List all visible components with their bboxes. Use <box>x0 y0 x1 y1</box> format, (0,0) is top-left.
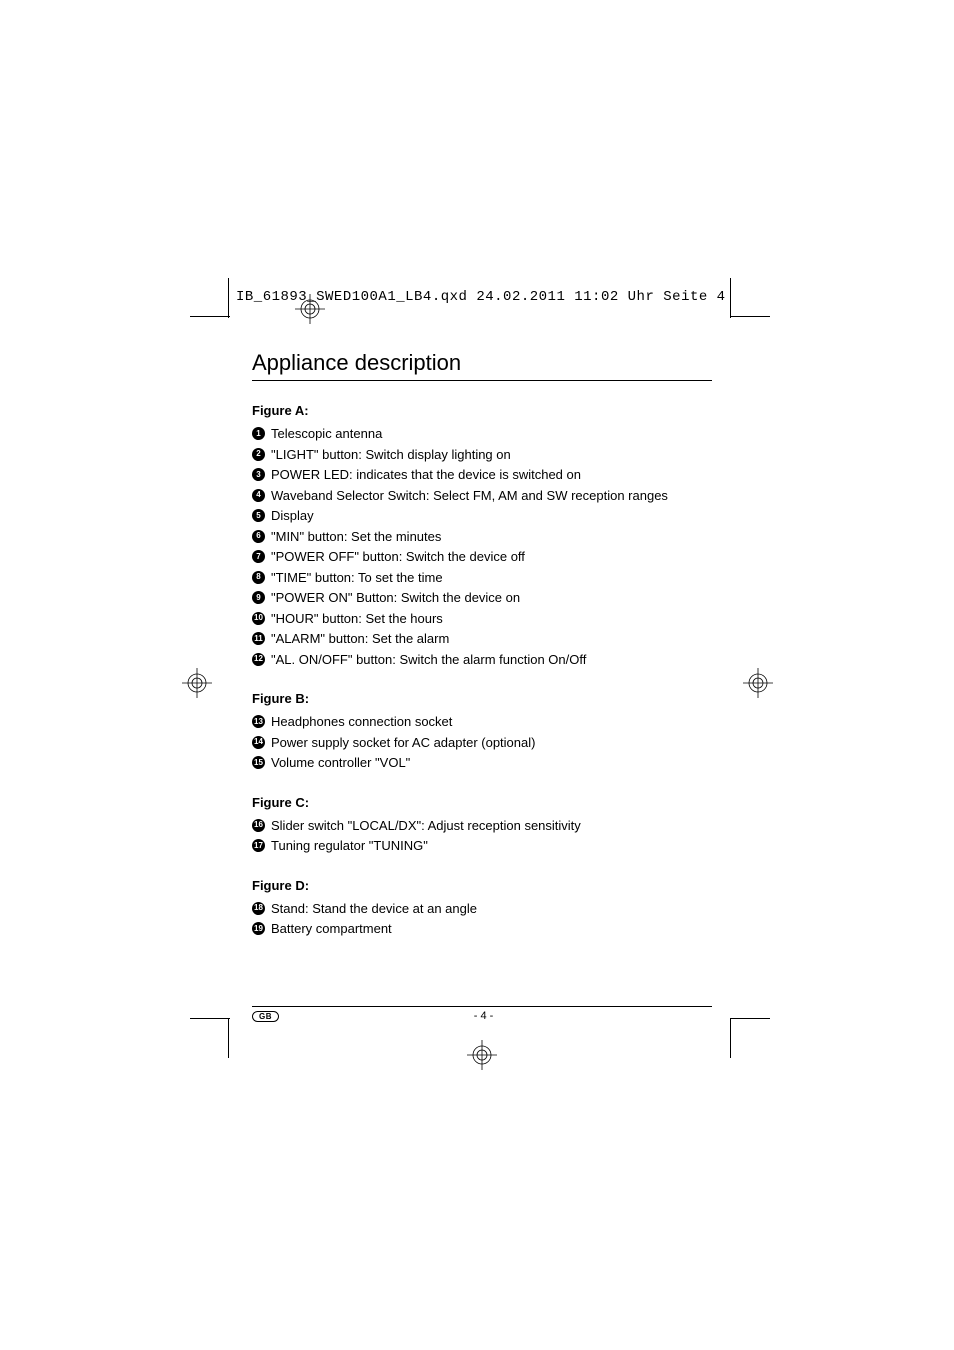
list-item-text: Slider switch "LOCAL/DX": Adjust recepti… <box>271 816 712 836</box>
crop-mark <box>228 278 229 318</box>
list-item-text: Display <box>271 506 712 526</box>
bullet-number-icon: 18 <box>252 902 265 915</box>
crop-mark <box>190 316 230 317</box>
list-item-text: Stand: Stand the device at an angle <box>271 899 712 919</box>
bullet-number-icon: 5 <box>252 509 265 522</box>
bullet-number-icon: 8 <box>252 571 265 584</box>
list-item-text: Power supply socket for AC adapter (opti… <box>271 733 712 753</box>
bullet-number-icon: 15 <box>252 756 265 769</box>
bullet-number-icon: 4 <box>252 489 265 502</box>
list-item: 8 "TIME" button: To set the time <box>252 568 712 588</box>
list-item: 6 "MIN" button: Set the minutes <box>252 527 712 547</box>
list-item-text: "ALARM" button: Set the alarm <box>271 629 712 649</box>
bullet-number-icon: 19 <box>252 922 265 935</box>
main-content: Appliance description Figure A: 1 Telescop… <box>252 350 712 940</box>
bullet-number-icon: 6 <box>252 530 265 543</box>
list-item: 3 POWER LED: indicates that the device is… <box>252 465 712 485</box>
list-item: 9 "POWER ON" Button: Switch the device on <box>252 588 712 608</box>
list-item-text: Telescopic antenna <box>271 424 712 444</box>
list-item-text: Volume controller "VOL" <box>271 753 712 773</box>
bullet-number-icon: 17 <box>252 839 265 852</box>
crop-mark <box>730 278 731 318</box>
list-item: 19 Battery compartment <box>252 919 712 939</box>
list-item: 2 "LIGHT" button: Switch display lighting… <box>252 445 712 465</box>
list-item: 12 "AL. ON/OFF" button: Switch the alarm … <box>252 650 712 670</box>
page-footer: GB - 4 - <box>252 1006 712 1022</box>
figure-label: Figure C: <box>252 795 712 810</box>
list-item: 17 Tuning regulator "TUNING" <box>252 836 712 856</box>
bullet-number-icon: 3 <box>252 468 265 481</box>
list-item: 7 "POWER OFF" button: Switch the device o… <box>252 547 712 567</box>
list-item-text: Waveband Selector Switch: Select FM, AM … <box>271 486 712 506</box>
list-item-text: "MIN" button: Set the minutes <box>271 527 712 547</box>
language-badge: GB <box>252 1011 279 1022</box>
bullet-number-icon: 11 <box>252 632 265 645</box>
list-item: 13 Headphones connection socket <box>252 712 712 732</box>
registration-mark-icon <box>467 1040 497 1070</box>
list-item: 14 Power supply socket for AC adapter (op… <box>252 733 712 753</box>
footer-rule <box>252 1006 712 1007</box>
list-item-text: Tuning regulator "TUNING" <box>271 836 712 856</box>
crop-mark <box>228 1018 229 1058</box>
page-title: Appliance description <box>252 350 712 381</box>
list-item: 5 Display <box>252 506 712 526</box>
list-item-text: Headphones connection socket <box>271 712 712 732</box>
list-item-text: "AL. ON/OFF" button: Switch the alarm fu… <box>271 650 712 670</box>
bullet-number-icon: 10 <box>252 612 265 625</box>
bullet-number-icon: 12 <box>252 653 265 666</box>
bullet-number-icon: 16 <box>252 819 265 832</box>
bullet-number-icon: 2 <box>252 448 265 461</box>
figure-label: Figure D: <box>252 878 712 893</box>
list-item-text: Battery compartment <box>271 919 712 939</box>
figure-label: Figure B: <box>252 691 712 706</box>
registration-mark-icon <box>743 668 773 698</box>
crop-mark <box>730 1018 731 1058</box>
bullet-number-icon: 14 <box>252 736 265 749</box>
page-number: - 4 - <box>279 1010 688 1022</box>
list-item: 16 Slider switch "LOCAL/DX": Adjust recep… <box>252 816 712 836</box>
list-item: 18 Stand: Stand the device at an angle <box>252 899 712 919</box>
crop-mark <box>190 1018 230 1019</box>
crop-mark <box>730 316 770 317</box>
list-item-text: "LIGHT" button: Switch display lighting … <box>271 445 712 465</box>
figure-label: Figure A: <box>252 403 712 418</box>
bullet-number-icon: 9 <box>252 591 265 604</box>
list-item-text: POWER LED: indicates that the device is … <box>271 465 712 485</box>
bullet-number-icon: 1 <box>252 427 265 440</box>
bullet-number-icon: 7 <box>252 550 265 563</box>
list-item-text: "TIME" button: To set the time <box>271 568 712 588</box>
list-item: 4 Waveband Selector Switch: Select FM, AM… <box>252 486 712 506</box>
list-item: 1 Telescopic antenna <box>252 424 712 444</box>
registration-mark-icon <box>182 668 212 698</box>
list-item: 15 Volume controller "VOL" <box>252 753 712 773</box>
crop-mark <box>730 1018 770 1019</box>
document-header-info: IB_61893_SWED100A1_LB4.qxd 24.02.2011 11… <box>236 289 726 305</box>
list-item: 10 "HOUR" button: Set the hours <box>252 609 712 629</box>
list-item: 11 "ALARM" button: Set the alarm <box>252 629 712 649</box>
list-item-text: "HOUR" button: Set the hours <box>271 609 712 629</box>
list-item-text: "POWER OFF" button: Switch the device of… <box>271 547 712 567</box>
bullet-number-icon: 13 <box>252 715 265 728</box>
list-item-text: "POWER ON" Button: Switch the device on <box>271 588 712 608</box>
